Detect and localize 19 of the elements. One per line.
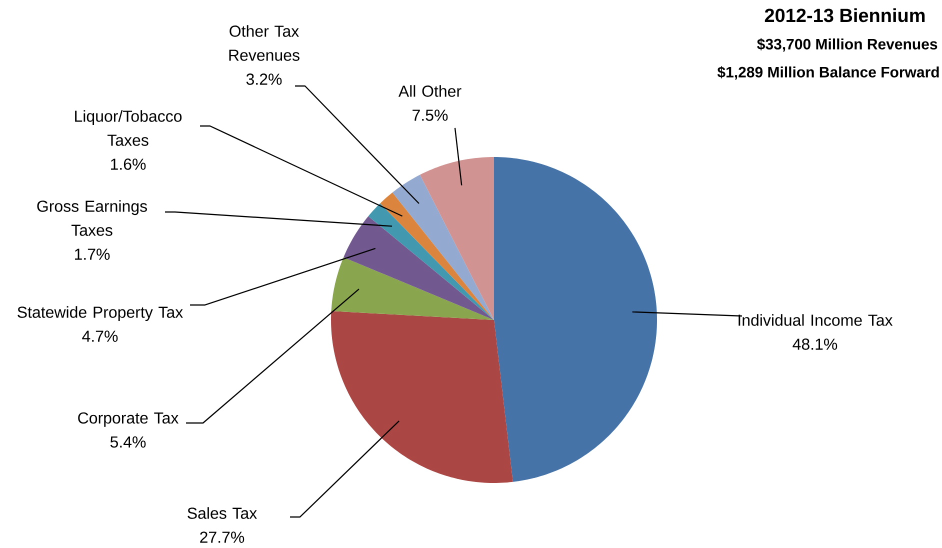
slice-label: Liquor/Tobacco Taxes (75, 110, 182, 146)
data-label: 27.7% (200, 532, 244, 543)
data-label: 5.4% (110, 436, 146, 448)
slice-label: Other Tax Revenues (229, 25, 300, 61)
text: $1,289 Million Balance Forward (717, 66, 939, 80)
text: $33,700 Million Revenues (757, 38, 938, 52)
chart-title: 2012-13 Biennium (764, 8, 925, 22)
slice-label: Corporate Tax (78, 412, 179, 427)
slice-label: Sales Tax (188, 507, 257, 519)
data-label: 48.1% (792, 338, 838, 350)
data-label: 1.7% (75, 248, 110, 260)
slice-label: All Other (398, 85, 462, 97)
slice-label: Statewide Property Tax (18, 306, 183, 322)
slice-label: Individual Income Tax (738, 314, 893, 326)
data-label: 4.7% (82, 330, 118, 342)
data-label: 3.2% (246, 74, 282, 85)
data-label: 1.6% (111, 158, 146, 170)
data-label: 7.5% (412, 110, 448, 121)
slice-label: Gross Earnings Taxes (37, 200, 147, 236)
